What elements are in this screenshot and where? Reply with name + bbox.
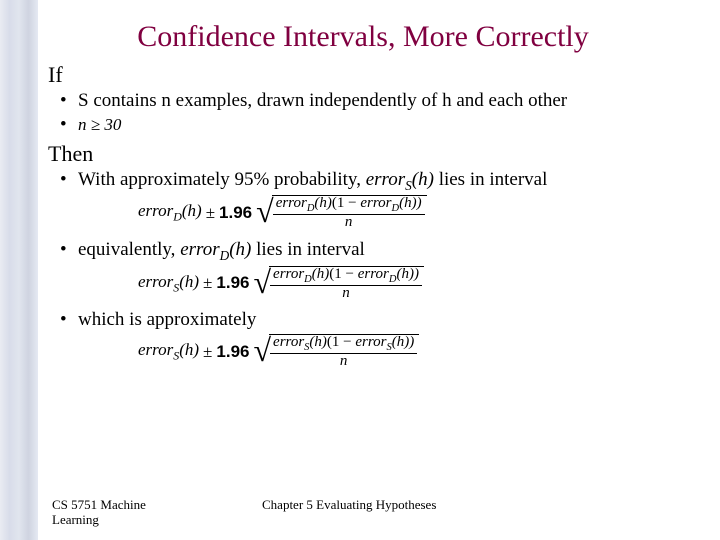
slide-content: Confidence Intervals, More Correctly If … [48,0,708,377]
f2nbo: (1 − [329,266,357,282]
f2nas: D [304,274,312,285]
then-bullets-3: which is approximately [48,309,708,331]
f2naa: (h) [312,266,330,282]
f2-left-err: error [138,272,173,291]
b4-err: error [180,239,219,260]
const-1: 1.96 [219,203,252,223]
if-label: If [48,62,708,88]
f1na: error [276,195,307,211]
bullet-2: n ≥ 30 [60,114,708,136]
f1nbo: (1 − [332,195,360,211]
bullet-5: which is approximately [60,309,708,331]
bullet-1: S contains n examples, drawn independent… [60,90,708,112]
then-bullets-2: equivalently, errorD(h) lies in interval [48,239,708,263]
then-label: Then [48,141,708,167]
f1-left-arg: (h) [182,201,202,220]
sqrt-2: √ errorD(h)(1 − errorD(h)) n [253,266,423,302]
formula-3: errorS(h) ± 1.96 √ errorS(h)(1 − errorS(… [138,334,708,370]
f1naa: (h) [314,195,332,211]
math-n-ge-30: n ≥ 30 [78,115,121,134]
f2na: error [273,266,304,282]
b3-sub: S [405,178,412,193]
f3nba: (h)) [392,334,415,350]
f1-left-err: error [138,201,173,220]
b3-err: error [366,169,405,190]
f2nba: (h)) [396,266,419,282]
footer-left: CS 5751 Machine Learning [52,497,222,528]
f1nb: error [360,195,391,211]
bullet-4: equivalently, errorD(h) lies in interval [60,239,708,263]
formula-1: errorD(h) ± 1.96 √ errorD(h)(1 − errorD(… [138,195,708,231]
f1-den: n [273,215,425,231]
f3nbo: (1 − [327,334,355,350]
b4-pre: equivalently, [78,239,180,260]
b4-arg: (h) [229,239,251,260]
f3-left-err: error [138,340,173,359]
const-3: 1.96 [216,342,249,362]
b4-sub: D [220,248,230,263]
b3-arg: (h) [412,169,434,190]
sqrt-1: √ errorD(h)(1 − errorD(h)) n [256,195,426,231]
f2-den: n [270,286,422,302]
bullet-3: With approximately 95% probability, erro… [60,169,708,193]
f1nba: (h)) [399,195,422,211]
b3-pre: With approximately 95% probability, [78,169,366,190]
f3-left-arg: (h) [179,340,199,359]
f2-left-arg: (h) [179,272,199,291]
f1nbs: D [392,203,400,214]
slide-footer: CS 5751 Machine Learning Chapter 5 Evalu… [52,497,672,528]
pm-2: ± [203,273,212,293]
if-bullets: S contains n examples, drawn independent… [48,90,708,137]
then-bullets: With approximately 95% probability, erro… [48,169,708,193]
f3na: error [273,334,304,350]
decorative-sidebar [0,0,38,540]
footer-left-2: Learning [52,512,222,528]
slide-title: Confidence Intervals, More Correctly [18,20,708,54]
b3-post: lies in interval [434,169,547,190]
footer-left-1: CS 5751 Machine [52,497,222,513]
formula-2: errorS(h) ± 1.96 √ errorD(h)(1 − errorD(… [138,266,708,302]
f3-den: n [270,354,417,370]
pm-3: ± [203,342,212,362]
b4-post: lies in interval [251,239,364,260]
const-2: 1.96 [216,273,249,293]
f3naa: (h) [309,334,327,350]
pm-1: ± [206,203,215,223]
sqrt-3: √ errorS(h)(1 − errorS(h)) n [253,334,419,370]
footer-center: Chapter 5 Evaluating Hypotheses [222,497,672,528]
f1-left-sub: D [173,210,182,224]
f3nb: error [355,334,386,350]
f2nb: error [358,266,389,282]
